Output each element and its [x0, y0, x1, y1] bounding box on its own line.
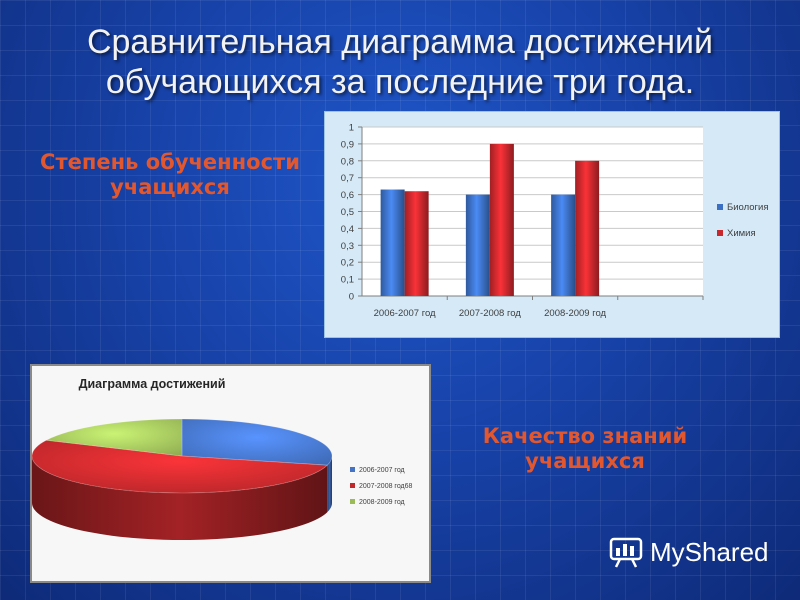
y-tick-label: 1 — [349, 123, 354, 134]
y-tick-label: 0 — [349, 292, 354, 303]
caption-knowledge-quality: Качество знаний учащихся — [455, 424, 715, 474]
caption-knowledge-quality-line1: Качество знаний — [482, 424, 688, 448]
y-tick-label: 0,9 — [341, 139, 354, 150]
x-tick-label: 2007-2008 год — [459, 308, 521, 319]
bar-chemistry — [404, 191, 429, 296]
pie-slice-side — [32, 456, 328, 540]
pie-slice — [44, 418, 183, 457]
pie-chart-panel: Диаграмма достижений 2006-2007 год 2007-20… — [30, 364, 431, 583]
y-tick-label: 0,1 — [341, 275, 354, 286]
bar-chart: 0 0,1 0,2 0,3 0,4 0,5 0,6 0,7 0,8 0,9 1 2006-2007 г… — [341, 123, 769, 320]
caption-training-level-line1: Степень обученности — [40, 150, 300, 174]
legend-label: 2006-2007 год — [359, 467, 405, 474]
legend-label: 2008-2009 год — [359, 499, 405, 506]
y-tick-label: 0,4 — [341, 224, 354, 235]
y-tick-label: 0,3 — [341, 241, 354, 252]
pie-slice — [181, 418, 333, 466]
y-tick-label: 0,8 — [341, 156, 354, 167]
slide-title-line1: Сравнительная диаграмма достижений — [86, 23, 714, 61]
legend-swatch — [350, 483, 355, 488]
slide-title-line2: обучающихся за последние три года. — [105, 63, 695, 101]
legend-label: Биология — [727, 202, 768, 213]
x-tick-label: 2008-2009 год — [544, 308, 606, 319]
y-tick-label: 0,2 — [341, 258, 354, 269]
bar-biology — [551, 194, 576, 296]
myshared-logo: MyShared — [608, 536, 769, 568]
y-tick-label: 0,5 — [341, 207, 354, 218]
bar-chemistry — [575, 160, 600, 296]
y-tick-label: 0,6 — [341, 190, 354, 201]
bar-biology — [380, 189, 405, 296]
y-tick-label: 0,7 — [341, 173, 354, 184]
slide-title: Сравнительная диаграмма достижений обуча… — [0, 22, 800, 102]
legend-label: Химия — [727, 228, 756, 239]
pie-title: Диаграмма достижений — [79, 377, 226, 391]
bar-biology — [465, 194, 490, 296]
legend-swatch — [717, 230, 723, 236]
bar-chemistry — [489, 143, 514, 296]
caption-training-level: Степень обученности учащихся — [40, 150, 300, 200]
caption-training-level-line2: учащихся — [110, 175, 230, 199]
x-tick-label: 2006-2007 год — [374, 308, 436, 319]
caption-knowledge-quality-line2: учащихся — [525, 449, 645, 473]
pie-slice — [31, 439, 329, 494]
legend-swatch — [350, 499, 355, 504]
legend-swatch — [717, 204, 723, 210]
pie-chart: Диаграмма достижений 2006-2007 год 2007-20… — [31, 377, 413, 540]
legend-label: 2007-2008 год68 — [359, 483, 413, 490]
logo-text: MyShared — [650, 536, 769, 567]
presentation-board-icon — [609, 537, 643, 568]
pie-slice-side — [327, 456, 332, 513]
bar-chart-panel: 0 0,1 0,2 0,3 0,4 0,5 0,6 0,7 0,8 0,9 1 2006-2007 г… — [324, 111, 780, 338]
legend-swatch — [350, 467, 355, 472]
